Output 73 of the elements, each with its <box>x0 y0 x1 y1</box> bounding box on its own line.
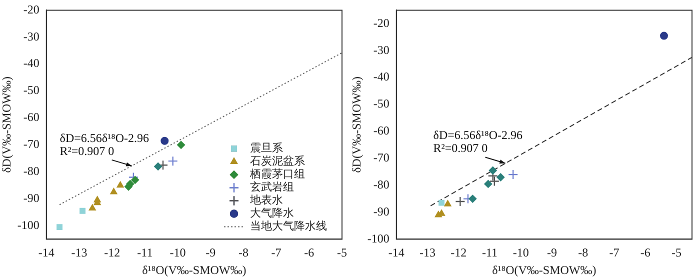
point <box>56 224 63 230</box>
annotation: δD=6.56δ¹⁸O-2.96 <box>433 128 522 142</box>
y-tick-label: -80 <box>23 164 40 178</box>
annotation: δD=6.56δ¹⁸O-2.96 <box>60 130 149 145</box>
legend-label: 当地大气降水线 <box>250 220 327 233</box>
x-tick-label: -8 <box>238 246 248 260</box>
y-tick-label: -40 <box>23 56 40 70</box>
x-tick-label: -10 <box>170 246 186 260</box>
y-tick-label: -100 <box>17 218 40 232</box>
y-tick-label: -40 <box>373 70 390 84</box>
point <box>168 156 178 166</box>
y-tick-label: -20 <box>373 16 390 30</box>
x-tick-label: -11 <box>482 246 498 260</box>
y-tick-label: -20 <box>23 2 40 16</box>
x-tick-label: -7 <box>271 246 282 260</box>
x-tick-label: -6 <box>640 246 650 260</box>
point <box>116 181 124 188</box>
x-tick-label: -8 <box>578 246 588 260</box>
y-tick-label: -30 <box>23 29 40 44</box>
point <box>80 208 86 214</box>
x-tick-label: -12 <box>450 246 467 260</box>
legend-label: 地表水 <box>249 194 283 207</box>
point <box>88 204 96 210</box>
point <box>131 176 140 184</box>
legend-label: 震旦系 <box>250 142 283 155</box>
x-tick-label: -6 <box>304 246 314 260</box>
y-tick-label: -80 <box>373 177 390 192</box>
y-tick-label: -70 <box>23 137 40 152</box>
legend-label: 栖霞茅口组 <box>249 168 305 181</box>
point <box>488 166 497 174</box>
y-tick-label: -90 <box>23 190 40 205</box>
legend-label: 玄武岩组 <box>250 180 294 194</box>
x-tick-label: -9 <box>206 246 216 260</box>
x-tick-label: -9 <box>546 246 557 260</box>
annotation: R²=0.907 0 <box>60 144 114 158</box>
y-axis-title: δD(V‰-SMOW‰) <box>349 76 364 173</box>
point <box>154 162 162 170</box>
point <box>508 169 518 180</box>
x-tick-label: -5 <box>337 246 347 260</box>
y-tick-label: -70 <box>373 150 390 165</box>
y-tick-label: -30 <box>373 42 390 57</box>
x-tick-label: -10 <box>512 246 529 260</box>
point <box>177 140 186 149</box>
point <box>444 200 452 206</box>
point <box>160 136 169 145</box>
x-tick-label: -13 <box>71 246 88 260</box>
x-tick-label: -12 <box>104 246 120 260</box>
x-tick-label: -14 <box>388 246 404 260</box>
y-tick-label: -50 <box>373 96 390 111</box>
y-tick-label: -60 <box>23 110 40 124</box>
point <box>484 180 492 188</box>
x-tick-label: -11 <box>137 246 153 260</box>
y-tick-label: -50 <box>23 83 40 98</box>
y-tick-label: -100 <box>367 231 390 246</box>
y-axis-title: δD(V‰-SMOW‰) <box>0 76 14 173</box>
x-axis-title: δ¹⁸O(V‰-SMOW‰) <box>142 262 246 277</box>
legend-label: 石炭泥盆系 <box>250 154 305 168</box>
x-tick-label: -13 <box>420 246 436 260</box>
y-tick-label: -90 <box>373 204 390 218</box>
point <box>94 196 101 202</box>
point <box>660 32 668 40</box>
legend-label: 大气降水 <box>250 206 294 220</box>
point <box>438 200 444 206</box>
x-tick-label: -14 <box>38 246 54 260</box>
x-axis-title: δ¹⁸O(V‰-SMOW‰) <box>492 262 596 277</box>
x-tick-label: -7 <box>609 246 620 260</box>
point <box>496 173 505 182</box>
y-tick-label: -60 <box>373 124 390 138</box>
point <box>455 196 466 207</box>
x-tick-label: -5 <box>671 246 682 260</box>
point <box>468 194 477 203</box>
point <box>110 188 118 194</box>
annotation: R²=0.907 0 <box>433 141 488 156</box>
